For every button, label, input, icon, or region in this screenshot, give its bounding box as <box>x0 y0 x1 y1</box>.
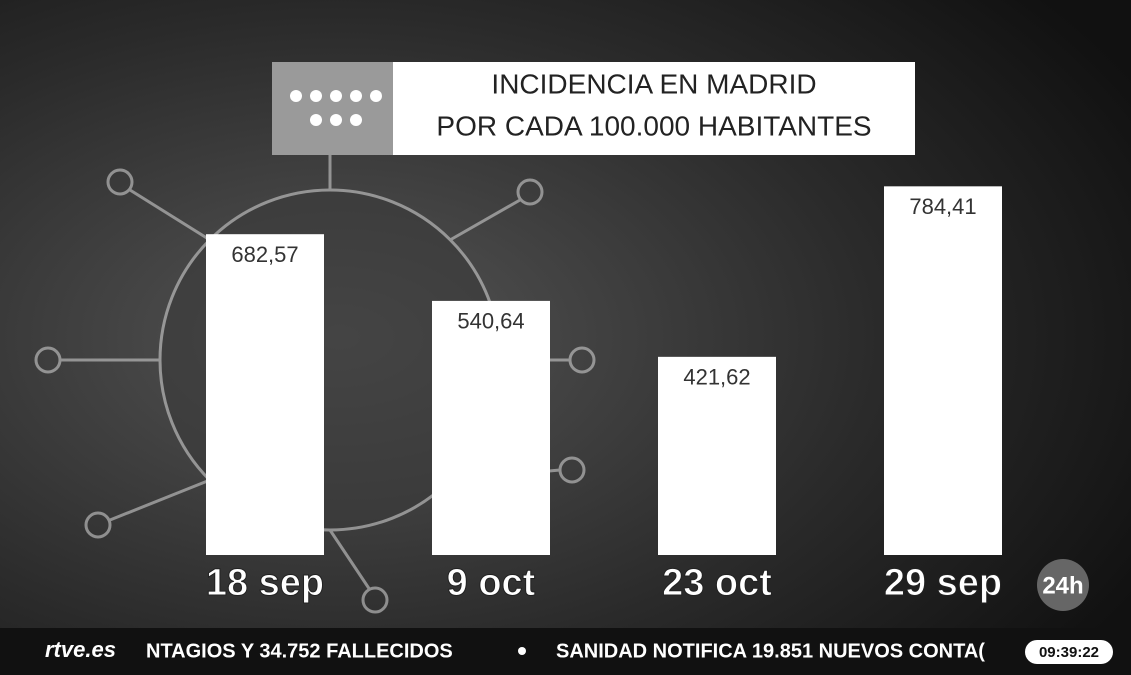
screen: INCIDENCIA EN MADRID POR CADA 100.000 HA… <box>0 0 1131 675</box>
x-tick-label: 9 oct <box>447 562 536 604</box>
ticker-item: SANIDAD NOTIFICA 19.851 NUEVOS CONTA( <box>556 640 985 662</box>
value-label: 540,64 <box>457 309 524 334</box>
page: {"chart_data": {"type": "bar", "title": … <box>0 0 1131 675</box>
value-label: 784,41 <box>909 194 976 219</box>
chart-title: INCIDENCIA EN MADRID <box>491 68 816 99</box>
bar <box>432 301 550 555</box>
ticker-separator <box>518 647 526 655</box>
bar <box>206 234 324 555</box>
ticker-brand: rtve.es <box>45 637 116 662</box>
madrid-flag <box>272 62 393 155</box>
ticker-item: NTAGIOS Y 34.752 FALLECIDOS <box>146 640 453 662</box>
x-tick-label: 29 sep <box>884 562 1002 604</box>
chart-title: POR CADA 100.000 HABITANTES <box>436 110 871 141</box>
value-label: 682,57 <box>231 242 298 267</box>
value-label: 421,62 <box>683 365 750 390</box>
x-tick-label: 23 oct <box>662 562 772 604</box>
bar <box>884 186 1002 555</box>
channel-logo: 24h <box>1042 572 1083 599</box>
ticker-clock: 09:39:22 <box>1039 644 1099 661</box>
x-tick-label: 18 sep <box>206 562 324 604</box>
